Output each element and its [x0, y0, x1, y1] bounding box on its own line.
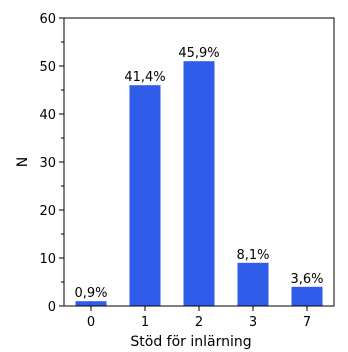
x-tick-label: 1 — [141, 315, 149, 330]
y-tick-label: 10 — [39, 252, 56, 267]
y-tick-label: 50 — [39, 60, 56, 75]
bar-7 — [291, 286, 323, 306]
y-tick-label: 30 — [39, 156, 56, 171]
data-label-1: 41,4% — [124, 70, 165, 85]
x-tick-label: 3 — [249, 315, 257, 330]
bar-1 — [129, 85, 161, 306]
x-tick-label: 2 — [195, 315, 203, 330]
x-axis-ticks: 0 1 2 3 7 — [87, 306, 311, 330]
y-axis-title: N — [15, 157, 31, 167]
x-tick-label: 0 — [87, 315, 95, 330]
bars-group — [75, 61, 323, 307]
bar-0 — [75, 301, 107, 306]
data-label-7: 3,6% — [290, 272, 323, 287]
bar-2 — [183, 61, 215, 307]
data-labels-group: 0,9% 41,4% 45,9% 8,1% 3,6% — [74, 46, 323, 301]
y-tick-label: 40 — [39, 108, 56, 123]
x-tick-label: 7 — [303, 315, 311, 330]
data-label-2: 45,9% — [178, 46, 219, 61]
data-label-3: 8,1% — [236, 248, 269, 263]
plot-frame — [63, 17, 335, 307]
y-tick-label: 60 — [39, 12, 56, 27]
y-tick-label: 20 — [39, 204, 56, 219]
bar-3 — [237, 262, 269, 306]
y-axis-ticks: 0 10 20 30 40 50 60 — [39, 12, 64, 315]
data-label-0: 0,9% — [74, 286, 107, 301]
x-axis-title: Stöd för inlärning — [130, 334, 251, 350]
y-tick-label: 0 — [48, 300, 56, 315]
